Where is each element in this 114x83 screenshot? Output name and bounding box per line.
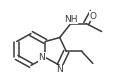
Text: N: N (38, 53, 45, 62)
Text: NH: NH (63, 15, 77, 24)
Text: O: O (89, 12, 96, 21)
Text: N: N (56, 65, 63, 74)
